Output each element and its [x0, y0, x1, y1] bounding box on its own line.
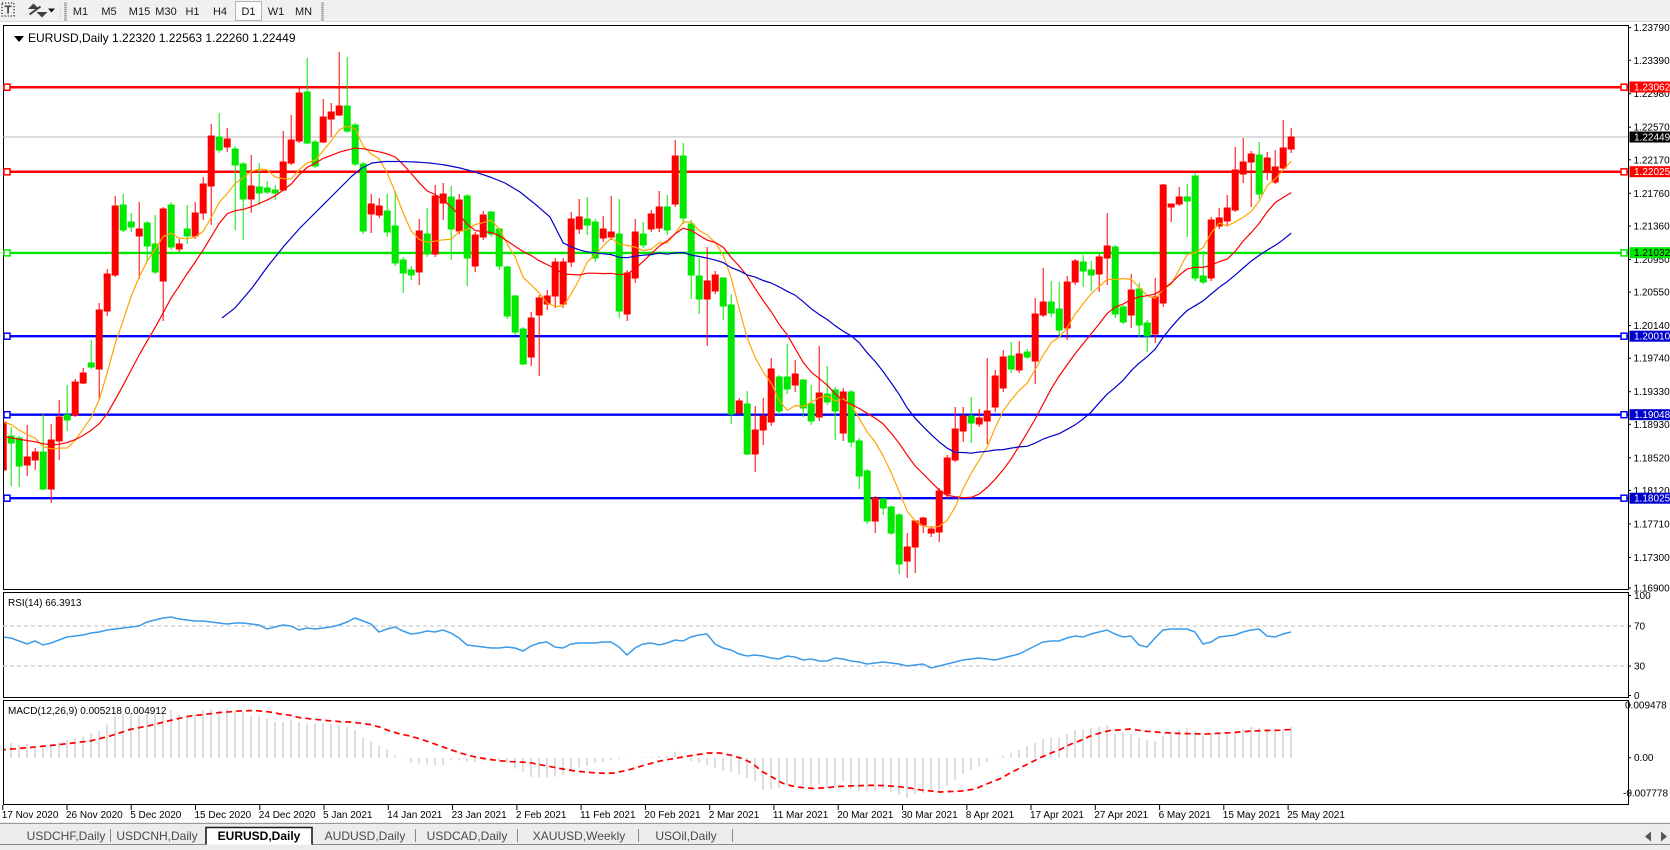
- svg-text:1.20950: 1.20950: [1634, 255, 1670, 266]
- svg-text:1.20140: 1.20140: [1634, 321, 1670, 332]
- svg-text:M15: M15: [129, 6, 150, 18]
- svg-text:EURUSD,Daily: EURUSD,Daily: [218, 829, 301, 843]
- svg-text:1.18025: 1.18025: [1634, 494, 1670, 505]
- svg-text:1.20550: 1.20550: [1634, 288, 1670, 299]
- svg-text:1.19740: 1.19740: [1634, 354, 1670, 365]
- svg-text:17 Nov 2020: 17 Nov 2020: [2, 810, 59, 821]
- svg-text:23 Jan 2021: 23 Jan 2021: [452, 810, 507, 821]
- svg-text:MN: MN: [295, 6, 312, 18]
- svg-text:1.18120: 1.18120: [1634, 486, 1670, 497]
- svg-text:1.18930: 1.18930: [1634, 420, 1670, 431]
- svg-text:17 Apr 2021: 17 Apr 2021: [1030, 810, 1084, 821]
- svg-text:1.16900: 1.16900: [1634, 584, 1670, 595]
- svg-text:H4: H4: [213, 6, 227, 18]
- svg-text:1.23062: 1.23062: [1634, 83, 1670, 94]
- svg-text:USOil,Daily: USOil,Daily: [655, 829, 716, 843]
- svg-text:M5: M5: [101, 6, 116, 18]
- svg-text:M1: M1: [73, 6, 88, 18]
- svg-text:20 Feb 2021: 20 Feb 2021: [644, 810, 701, 821]
- svg-text:-0.007778: -0.007778: [1623, 789, 1668, 800]
- svg-text:XAUUSD,Weekly: XAUUSD,Weekly: [533, 829, 625, 843]
- svg-text:11 Mar 2021: 11 Mar 2021: [773, 810, 829, 821]
- svg-text:1.20010: 1.20010: [1634, 332, 1670, 343]
- svg-text:EURUSD,Daily 1.22320 1.22563: EURUSD,Daily 1.22320 1.22563 1.22260 1.2…: [28, 31, 296, 45]
- svg-text:USDCNH,Daily: USDCNH,Daily: [116, 829, 197, 843]
- svg-text:0.009478: 0.009478: [1625, 701, 1667, 712]
- svg-text:0.00: 0.00: [1634, 753, 1654, 764]
- svg-text:USDCHF,Daily: USDCHF,Daily: [27, 829, 106, 843]
- svg-text:27 Apr 2021: 27 Apr 2021: [1094, 810, 1148, 821]
- svg-text:2 Mar 2021: 2 Mar 2021: [709, 810, 760, 821]
- svg-text:H1: H1: [185, 6, 199, 18]
- svg-text:2 Feb 2021: 2 Feb 2021: [516, 810, 567, 821]
- svg-text:8 Apr 2021: 8 Apr 2021: [966, 810, 1015, 821]
- svg-text:100: 100: [1634, 591, 1651, 602]
- svg-text:D1: D1: [241, 6, 255, 18]
- svg-text:1.21760: 1.21760: [1634, 189, 1670, 200]
- svg-text:1.22025: 1.22025: [1634, 167, 1670, 178]
- svg-text:6 May 2021: 6 May 2021: [1159, 810, 1212, 821]
- svg-text:15 May 2021: 15 May 2021: [1223, 810, 1281, 821]
- svg-text:5 Jan 2021: 5 Jan 2021: [323, 810, 373, 821]
- svg-text:0: 0: [1634, 691, 1640, 702]
- svg-text:30: 30: [1634, 662, 1646, 673]
- svg-text:25 May 2021: 25 May 2021: [1287, 810, 1345, 821]
- svg-text:1.19048: 1.19048: [1634, 410, 1670, 421]
- svg-text:15 Dec 2020: 15 Dec 2020: [195, 810, 252, 821]
- svg-text:M30: M30: [155, 6, 176, 18]
- svg-text:MACD(12,26,9) 0.005218 0.00491: MACD(12,26,9) 0.005218 0.004912: [8, 706, 167, 717]
- svg-text:USDCAD,Daily: USDCAD,Daily: [427, 829, 508, 843]
- svg-text:5 Dec 2020: 5 Dec 2020: [130, 810, 182, 821]
- svg-text:1.22449: 1.22449: [1634, 133, 1670, 144]
- svg-text:14 Jan 2021: 14 Jan 2021: [387, 810, 442, 821]
- svg-text:11 Feb 2021: 11 Feb 2021: [580, 810, 636, 821]
- svg-text:1.17300: 1.17300: [1634, 553, 1670, 564]
- svg-text:1.17710: 1.17710: [1634, 519, 1670, 530]
- svg-text:1.21032: 1.21032: [1634, 248, 1670, 259]
- svg-text:1.23790: 1.23790: [1634, 23, 1670, 34]
- svg-text:1.22170: 1.22170: [1634, 155, 1670, 166]
- svg-text:AUDUSD,Daily: AUDUSD,Daily: [325, 829, 406, 843]
- svg-text:W1: W1: [268, 6, 285, 18]
- svg-text:1.22980: 1.22980: [1634, 89, 1670, 100]
- svg-text:1.18520: 1.18520: [1634, 453, 1670, 464]
- svg-text:26 Nov 2020: 26 Nov 2020: [66, 810, 123, 821]
- svg-text:1.21360: 1.21360: [1634, 222, 1670, 233]
- svg-text:30 Mar 2021: 30 Mar 2021: [902, 810, 959, 821]
- svg-text:1.19330: 1.19330: [1634, 387, 1670, 398]
- svg-text:70: 70: [1634, 622, 1646, 633]
- svg-text:1.22570: 1.22570: [1634, 123, 1670, 134]
- svg-text:1.23390: 1.23390: [1634, 56, 1670, 67]
- svg-text:24 Dec 2020: 24 Dec 2020: [259, 810, 316, 821]
- svg-text:20 Mar 2021: 20 Mar 2021: [837, 810, 894, 821]
- svg-text:RSI(14) 66.3913: RSI(14) 66.3913: [8, 598, 82, 609]
